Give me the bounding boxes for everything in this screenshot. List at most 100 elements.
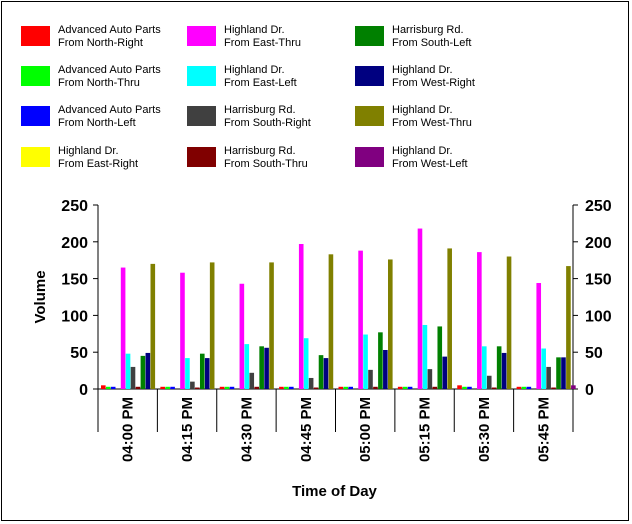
y-tick-label-left: 0 [79, 382, 88, 399]
legend-label: Highland Dr. From East-Thru [224, 24, 302, 49]
bar [437, 326, 443, 389]
bar [185, 358, 190, 389]
bar [165, 386, 170, 389]
bar [101, 385, 106, 389]
bar [566, 266, 571, 389]
bar [239, 283, 245, 389]
x-tick-label: 05:15 PM [417, 397, 434, 462]
x-tick-label: 05:30 PM [476, 397, 493, 462]
bar [491, 387, 497, 389]
legend: Advanced Auto Parts From North-Right Adva… [0, 0, 630, 190]
bar [556, 357, 561, 389]
y-axis-title: Volume [32, 270, 49, 323]
bar [368, 369, 373, 389]
bar [457, 385, 462, 389]
y-tick-label-left: 200 [61, 235, 88, 252]
bar [551, 387, 556, 389]
bar [298, 244, 304, 389]
bar [145, 352, 151, 389]
y-tick-label-right: 250 [585, 198, 612, 215]
bar [407, 386, 413, 389]
bar [467, 386, 472, 389]
bar [199, 353, 205, 389]
y-tick-label-left: 100 [61, 308, 88, 325]
bar [482, 346, 487, 389]
legend-item: Highland Dr. From East-Left [187, 64, 347, 98]
bar [303, 338, 309, 389]
bar [249, 372, 255, 389]
bar [204, 358, 210, 389]
x-tick-label: 04:15 PM [179, 397, 196, 462]
bar [259, 346, 264, 389]
legend-label: Highland Dr. From West-Left [392, 145, 468, 170]
legend-item: Advanced Auto Parts From North-Thru [21, 64, 181, 98]
bar [254, 386, 259, 389]
x-tick-label: 04:30 PM [238, 397, 255, 462]
bar [318, 355, 324, 389]
y-tick-label-right: 100 [585, 308, 612, 325]
y-tick-label-left: 50 [70, 345, 88, 362]
bar [383, 349, 388, 389]
x-tick-label: 05:45 PM [535, 397, 552, 462]
y-tick-label-left: 250 [61, 198, 88, 215]
bar [328, 254, 334, 389]
legend-item: Highland Dr. From West-Thru [355, 104, 515, 138]
bar [279, 386, 284, 389]
legend-label: Harrisburg Rd. From South-Right [224, 104, 311, 129]
bar [378, 332, 383, 389]
bar [224, 386, 230, 389]
bar [244, 344, 250, 389]
bar [125, 353, 131, 389]
bar [442, 356, 448, 389]
bar [571, 385, 576, 389]
bar [427, 369, 433, 389]
legend-swatch [187, 66, 216, 86]
bar [289, 386, 294, 389]
bar [422, 324, 428, 389]
bar [501, 352, 507, 389]
legend-swatch [187, 26, 216, 46]
x-axis-title: Time of Day [292, 483, 377, 500]
legend-label: Highland Dr. From West-Right [392, 64, 475, 89]
bar [432, 386, 438, 389]
y-tick-label-left: 150 [61, 272, 88, 289]
bar [536, 283, 542, 389]
bar [561, 357, 566, 389]
bar [373, 386, 378, 389]
legend-swatch [21, 66, 50, 86]
legend-label: Advanced Auto Parts From North-Right [58, 24, 161, 49]
legend-swatch [187, 106, 216, 126]
bar [506, 256, 512, 389]
y-tick-label-right: 50 [585, 345, 603, 362]
bar [135, 386, 141, 389]
bar [105, 386, 111, 389]
bar [363, 334, 368, 389]
bar [229, 386, 235, 389]
bar [521, 386, 527, 389]
bar [190, 381, 195, 389]
bar [323, 358, 329, 389]
bar [180, 272, 185, 389]
bar [308, 377, 314, 389]
legend-item: Highland Dr. From West-Right [355, 64, 515, 98]
legend-label: Advanced Auto Parts From North-Left [58, 104, 161, 129]
y-tick-label-right: 0 [585, 382, 594, 399]
bar [284, 386, 289, 389]
bar [150, 263, 156, 389]
legend-item: Advanced Auto Parts From North-Right [21, 24, 181, 58]
x-tick-label: 05:00 PM [357, 397, 374, 462]
x-tick-label: 04:00 PM [120, 397, 137, 462]
bar [388, 259, 393, 389]
bar [358, 250, 363, 389]
legend-label: Harrisburg Rd. From South-Left [392, 24, 472, 49]
legend-item: Harrisburg Rd. From South-Thru [187, 145, 347, 179]
y-tick-label-right: 200 [585, 235, 612, 252]
bar [209, 262, 215, 389]
bar [269, 262, 274, 389]
bar [417, 228, 423, 389]
bar [338, 386, 344, 389]
legend-swatch [21, 106, 50, 126]
bar [462, 386, 467, 389]
